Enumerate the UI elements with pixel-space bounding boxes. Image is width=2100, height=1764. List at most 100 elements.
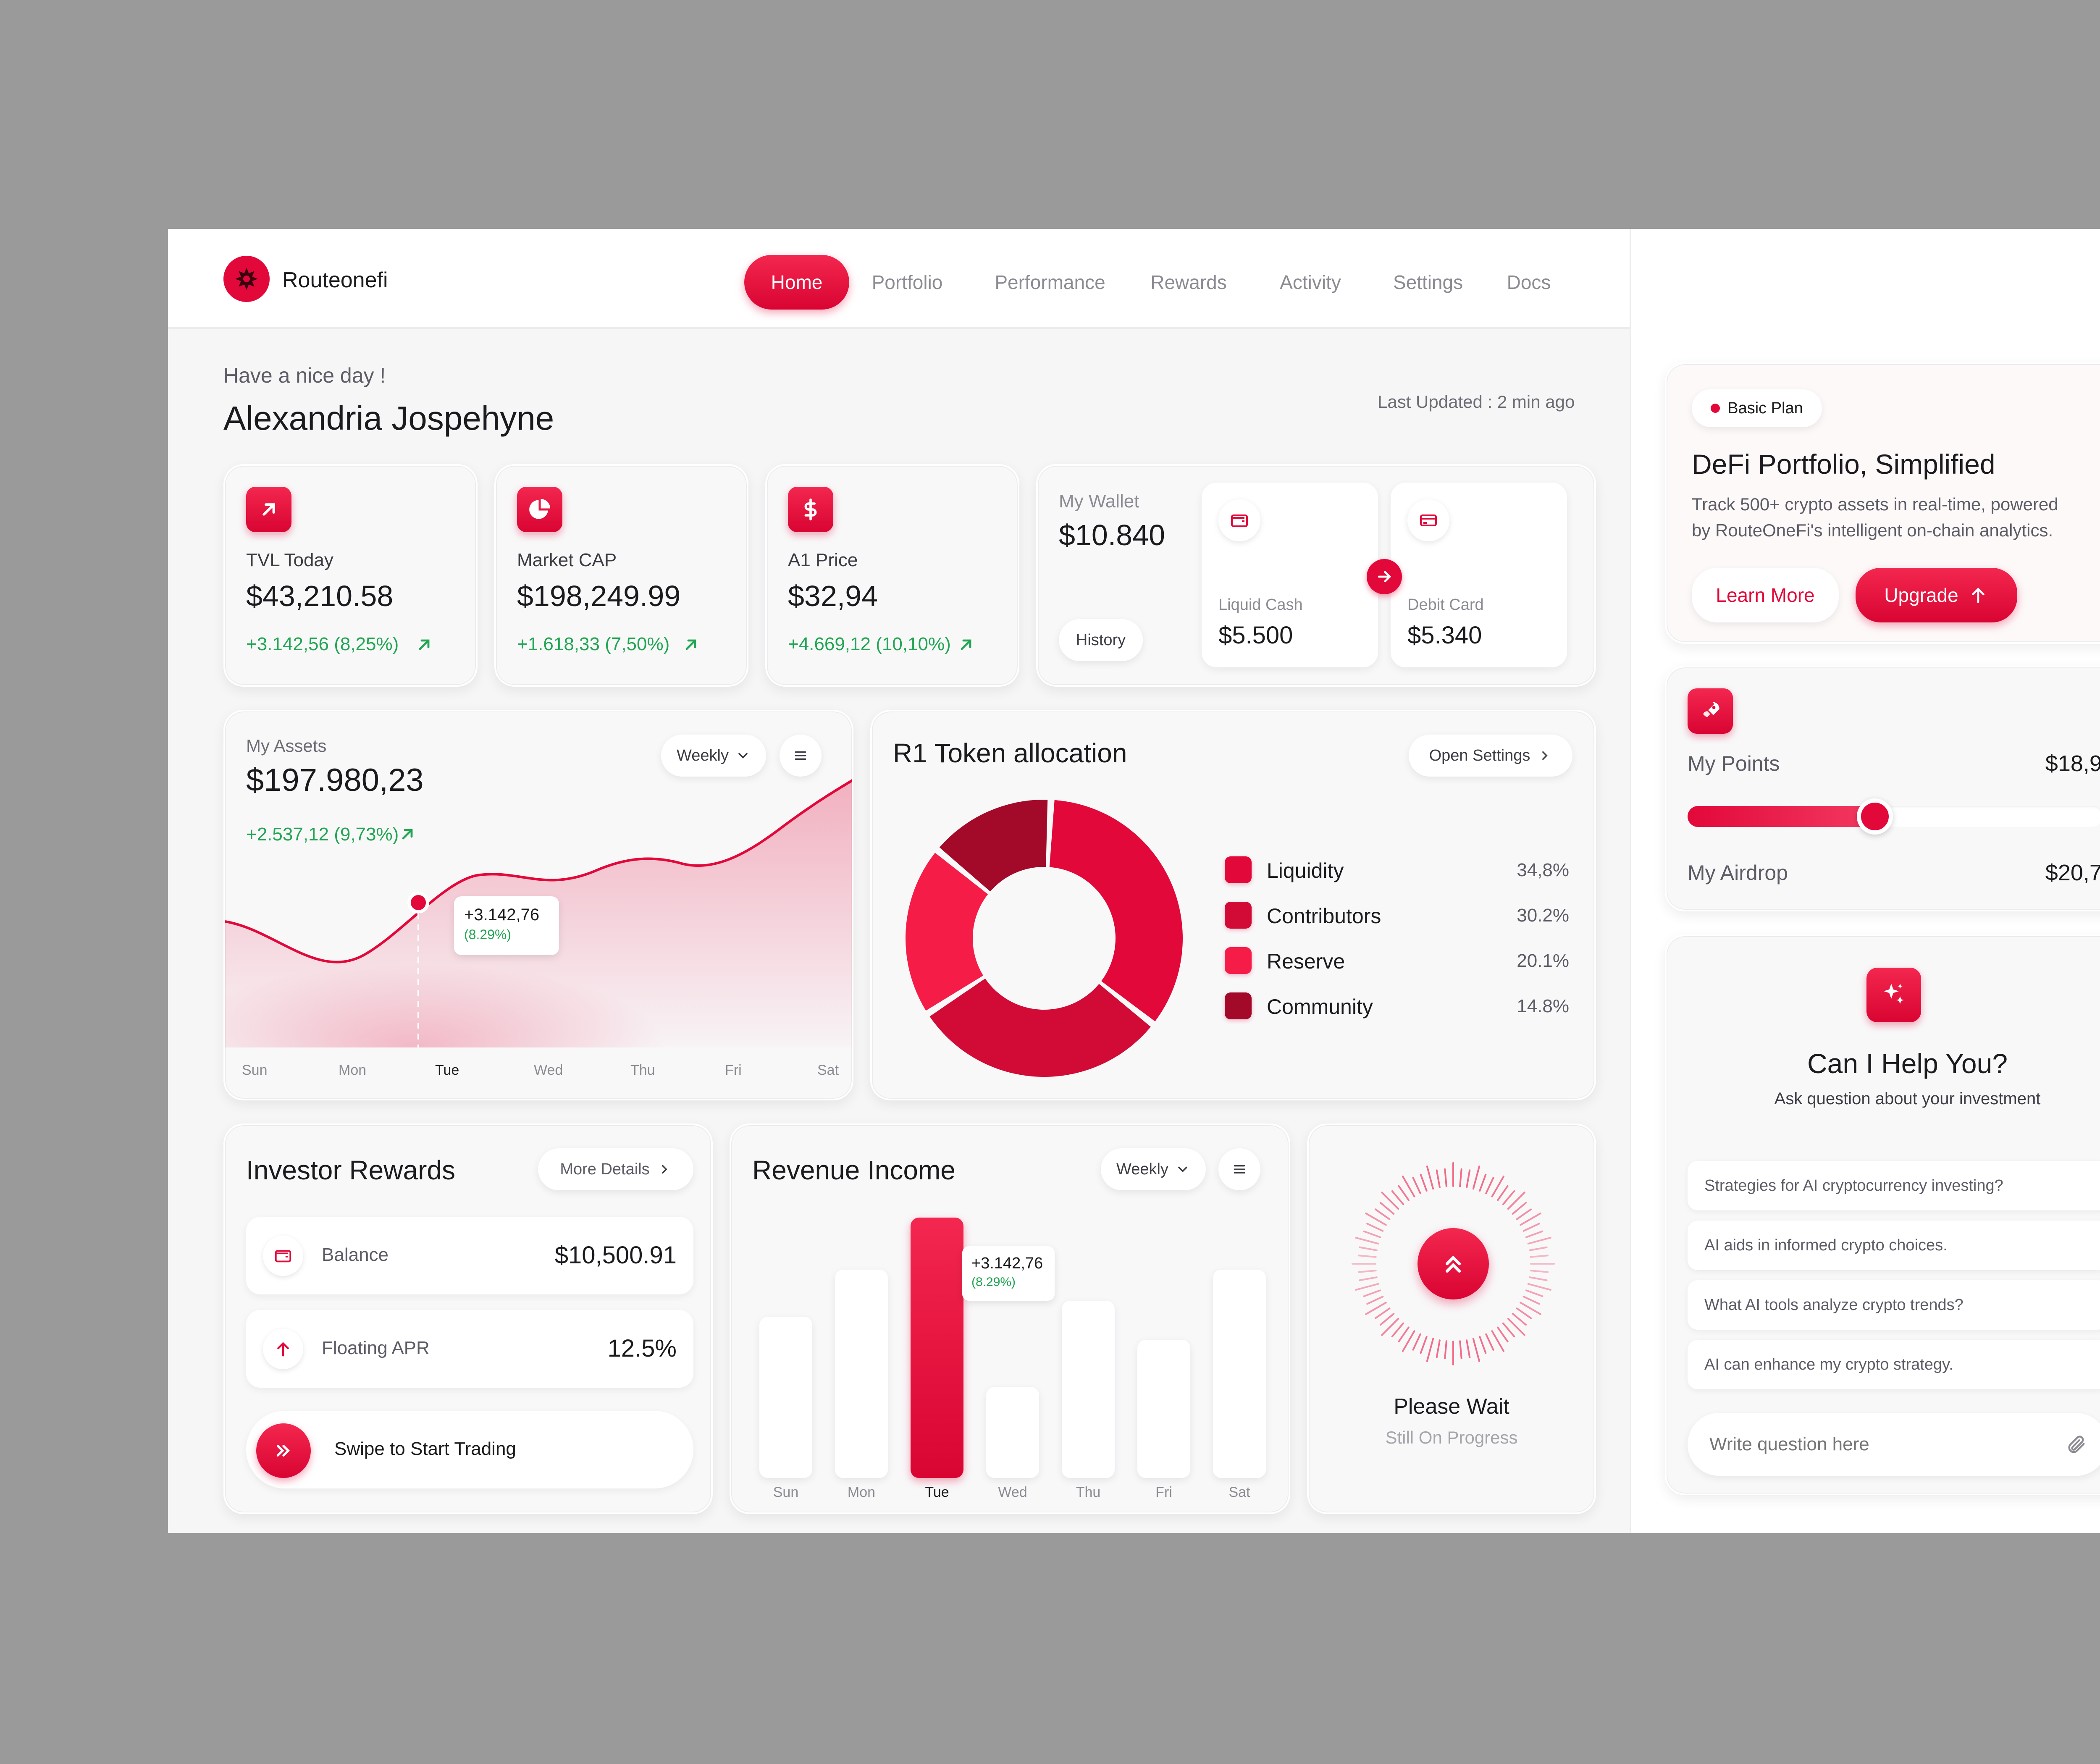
progress-tick	[1516, 1208, 1532, 1220]
right-panel: Basic Plan DeFi Portfolio, Simplified Tr…	[1630, 229, 2100, 1533]
brand-logo[interactable]	[223, 256, 270, 302]
x-tick: Sat	[817, 1062, 839, 1078]
revenue-bar[interactable]	[1137, 1340, 1190, 1478]
nav-rewards[interactable]: Rewards	[1150, 271, 1227, 293]
x-tick: Mon	[339, 1062, 367, 1078]
progress-tick	[1357, 1255, 1377, 1258]
revenue-x-tick: Mon	[847, 1484, 876, 1500]
revenue-x-tick: Thu	[1076, 1484, 1101, 1500]
wallet-icon	[1218, 499, 1260, 541]
period-dropdown[interactable]: Weekly	[1101, 1148, 1206, 1190]
stat-value: $43,210.58	[246, 580, 394, 612]
apr-label: Floating APR	[322, 1338, 430, 1358]
legend-label: Reserve	[1267, 950, 1345, 973]
swipe-to-trade-slider[interactable]: Swipe to Start Trading	[246, 1411, 693, 1488]
revenue-bar[interactable]	[911, 1218, 963, 1478]
revenue-bar[interactable]	[1213, 1270, 1266, 1478]
suggested-question[interactable]: What AI tools analyze crypto trends?	[1688, 1280, 2100, 1330]
apr-row[interactable]: Floating APR 12.5%	[246, 1310, 693, 1388]
tooltip-value: +3.142,76	[971, 1255, 1043, 1272]
progress-tick	[1522, 1223, 1540, 1232]
legend-label: Contributors	[1267, 904, 1381, 928]
nav-performance[interactable]: Performance	[995, 271, 1105, 293]
revenue-bar[interactable]	[986, 1387, 1039, 1478]
period-value: Weekly	[1116, 1160, 1168, 1178]
airdrop-label: My Airdrop	[1688, 861, 1788, 885]
trend-up-icon	[419, 639, 430, 650]
stat-label: TVL Today	[246, 550, 333, 570]
help-subtitle: Ask question about your investment	[1774, 1089, 2041, 1108]
menu-button[interactable]	[1218, 1148, 1260, 1190]
assets-point	[407, 892, 429, 914]
progress-tick	[1381, 1192, 1399, 1210]
debit-card-card[interactable]: Debit Card $5.340	[1391, 483, 1567, 667]
revenue-bar[interactable]	[759, 1316, 812, 1478]
donut-slice-reserve[interactable]	[906, 853, 988, 1011]
revenue-bar[interactable]	[1062, 1301, 1115, 1478]
learn-more-button[interactable]: Learn More	[1692, 568, 1839, 622]
stat-change: +3.142,56 (8,25%)	[246, 634, 399, 654]
progress-tick	[1391, 1190, 1404, 1205]
transfer-button[interactable]	[1367, 559, 1402, 594]
progress-tick	[1359, 1246, 1378, 1251]
upgrade-button[interactable]: Upgrade	[1856, 568, 2017, 622]
liquid-cash-card[interactable]: Liquid Cash $5.500	[1202, 483, 1378, 667]
balance-value: $10,500.91	[554, 1242, 677, 1269]
progress-tick	[1374, 1307, 1391, 1319]
double-chevron-right-icon	[276, 1445, 290, 1457]
suggested-question[interactable]: AI aids in informed crypto choices.	[1688, 1221, 2100, 1270]
assets-line	[225, 779, 852, 963]
nav-home[interactable]: Home	[744, 255, 849, 310]
suggested-question[interactable]: Strategies for AI cryptocurrency investi…	[1688, 1161, 2100, 1210]
legend-swatch	[1225, 992, 1252, 1019]
x-tick: Sun	[242, 1062, 268, 1078]
donut-slice-liquidity[interactable]	[1049, 800, 1183, 1021]
brand-name: Routeonefi	[282, 268, 388, 292]
history-button[interactable]: History	[1059, 619, 1143, 661]
progress-tick	[1466, 1169, 1471, 1188]
assets-title: My Assets	[246, 736, 327, 756]
question-input[interactable]	[1709, 1428, 2045, 1461]
nav-activity[interactable]: Activity	[1280, 271, 1341, 293]
progress-tick	[1520, 1302, 1541, 1315]
progress-tick	[1459, 1168, 1462, 1187]
progress-tick	[1359, 1276, 1378, 1281]
progress-tick	[1512, 1202, 1527, 1215]
progress-tick	[1420, 1173, 1428, 1192]
progress-tick	[1366, 1223, 1384, 1232]
revenue-bar[interactable]	[835, 1270, 888, 1478]
liquid-cash-label: Liquid Cash	[1218, 596, 1303, 614]
balance-row[interactable]: Balance $10,500.91	[246, 1217, 693, 1294]
progress-button[interactable]	[1418, 1228, 1489, 1299]
progress-tick	[1365, 1302, 1387, 1315]
suggested-question[interactable]: AI can enhance my crypto strategy.	[1688, 1340, 2100, 1389]
swipe-handle[interactable]	[256, 1423, 311, 1478]
nav-docs[interactable]: Docs	[1507, 271, 1551, 293]
period-dropdown[interactable]: Weekly	[661, 735, 766, 777]
nav-settings[interactable]: Settings	[1393, 271, 1463, 293]
points-progress-fill	[1688, 806, 1875, 827]
revenue-x-tick: Sat	[1228, 1484, 1250, 1500]
donut-slice-community[interactable]	[939, 800, 1048, 892]
paperclip-icon[interactable]	[2066, 1434, 2087, 1456]
progress-tick	[1512, 1312, 1527, 1326]
progress-tick	[1412, 1177, 1421, 1194]
plan-description-line1: Track 500+ crypto assets in real-time, p…	[1692, 494, 2058, 514]
donut-slice-contributors[interactable]	[929, 978, 1151, 1077]
dashboard-frame: Routeonefi Home Portfolio Performance Re…	[168, 229, 2100, 1533]
open-settings-button[interactable]: Open Settings	[1409, 735, 1572, 777]
progress-tick	[1391, 1322, 1404, 1338]
menu-icon	[1234, 1165, 1245, 1173]
tooltip-pct: (8.29%)	[464, 927, 512, 942]
progress-card: Please Wait Still On Progress	[1307, 1124, 1596, 1514]
progress-tick	[1497, 1185, 1509, 1201]
points-progress-handle[interactable]	[1856, 798, 1893, 835]
menu-button[interactable]	[780, 735, 822, 777]
legend-value: 14.8%	[1517, 996, 1569, 1016]
more-details-button[interactable]: More Details	[538, 1148, 693, 1190]
wallet-icon	[263, 1236, 303, 1276]
nav-portfolio[interactable]: Portfolio	[872, 271, 943, 293]
progress-tick	[1522, 1296, 1540, 1305]
progress-tick	[1420, 1336, 1428, 1354]
wait-subtitle: Still On Progress	[1385, 1428, 1518, 1447]
